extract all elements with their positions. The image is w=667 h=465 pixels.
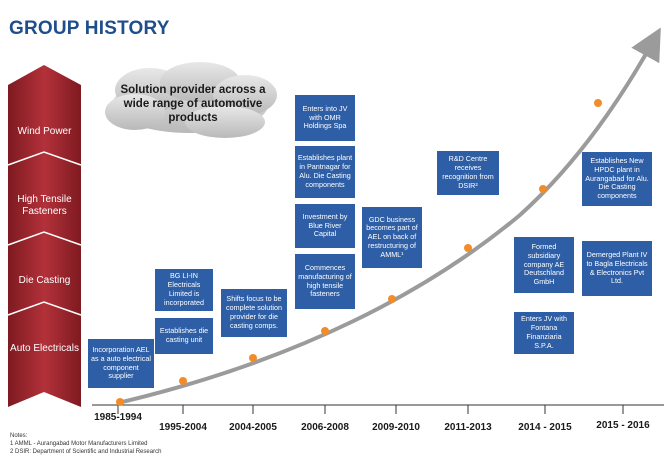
year-label: 2006-2008 [301,422,349,433]
event-box-fasteners: Commences manufacturing of high tensile … [295,254,355,309]
event-box-incorporation-ael: Incorporation AEL as a auto electrical c… [88,339,154,388]
page-title: GROUP HISTORY [9,18,170,39]
event-box-omr-jv: Enters into JV with OMR Holdings Spa [295,95,355,141]
event-box-pantnagar-plant: Establishes plant in Pantnagar for Alu. … [295,146,355,198]
event-box-die-casting-unit: Establishes die casting unit [155,318,213,354]
sidebar-label-wind-power: Wind Power [17,126,72,137]
cloud-caption: Solution provider across a wide range of… [120,84,266,124]
milestone-dot [388,295,396,303]
year-label: 2004-2005 [229,422,277,433]
year-label: 2011-2013 [444,422,492,433]
event-box-hpdc-plant: Establishes New HPDC plant in Aurangabad… [582,152,652,206]
milestone-dot [249,354,257,362]
milestone-dot [464,244,472,252]
event-box-demerged-plant: Demerged Plant IV to Bagla Electricals &… [582,241,652,296]
year-label: 1985-1994 [94,412,142,423]
milestone-dot [321,327,329,335]
timeline-ticks [117,405,624,414]
sidebar-divider [7,231,82,246]
event-box-rnd-centre: R&D Centre receives recognition from DSI… [437,151,499,195]
growth-curve [117,27,661,405]
sidebar-label-high-tensile-fasteners: High Tensile Fasteners [17,194,72,217]
sidebar-label-auto-electricals: Auto Electricals [10,343,79,354]
note-item: 1 AMML - Aurangabad Motor Manufacturers … [10,441,148,447]
sidebar-divider [7,301,82,316]
sidebar-divider [7,151,82,166]
year-label: 2015 - 2016 [596,420,650,431]
event-box-ae-deutschland: Formed subsidiary company AE Deutschland… [514,237,574,293]
milestone-dot [539,185,547,193]
year-label: 2014 - 2015 [518,422,572,433]
event-box-solution-provider: Shifts focus to be complete solution pro… [221,289,287,337]
event-box-fontana-jv: Enters JV with Fontana Finanziaria S.P.A… [514,312,574,354]
footnotes: Notes: 1 AMML - Aurangabad Motor Manufac… [10,432,161,456]
event-box-bg-li-in: BG LI-IN Electricals Limited is incorpor… [155,269,213,311]
milestone-dot [594,99,602,107]
year-label: 1995-2004 [159,422,207,433]
notes-heading: Notes: [10,433,28,439]
note-item: 2 DSIR: Department of Scientific and Ind… [10,449,162,455]
cloud-shape [105,62,277,138]
sidebar-arrow [7,65,82,407]
sidebar-label-die-casting: Die Casting [18,275,71,286]
year-label: 2009-2010 [372,422,420,433]
milestone-dot [116,398,124,406]
event-box-blue-river: Investment by Blue River Capital [295,204,355,248]
milestone-dot [179,377,187,385]
event-box-gdc-business: GDC business becomes part of AEL on back… [362,207,422,268]
